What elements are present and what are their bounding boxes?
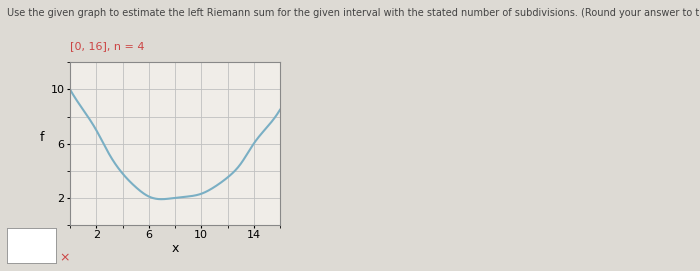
Y-axis label: f: f: [40, 131, 44, 144]
Text: ×: ×: [60, 251, 70, 264]
Text: Use the given graph to estimate the left Riemann sum for the given interval with: Use the given graph to estimate the left…: [7, 8, 700, 18]
X-axis label: x: x: [172, 242, 178, 255]
Text: [0, 16], n = 4: [0, 16], n = 4: [70, 41, 144, 51]
